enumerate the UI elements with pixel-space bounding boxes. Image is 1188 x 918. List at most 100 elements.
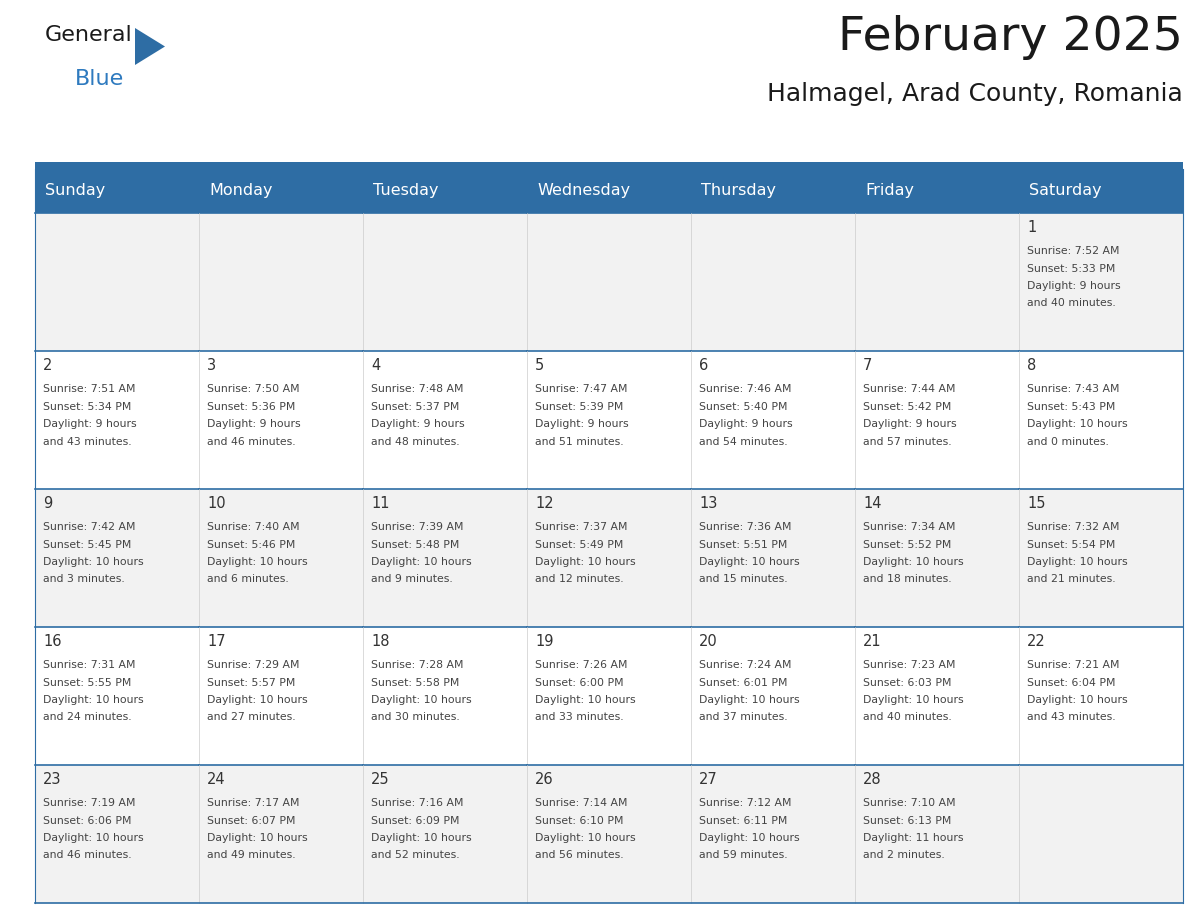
Text: Sunrise: 7:42 AM: Sunrise: 7:42 AM bbox=[43, 522, 135, 532]
Bar bbox=[200, 489, 364, 627]
Text: Sunset: 6:11 PM: Sunset: 6:11 PM bbox=[699, 815, 788, 825]
Bar bbox=[691, 351, 855, 489]
Text: Daylight: 11 hours: Daylight: 11 hours bbox=[862, 833, 963, 843]
Bar bbox=[364, 351, 527, 489]
Bar bbox=[34, 213, 200, 351]
Text: and 52 minutes.: and 52 minutes. bbox=[371, 850, 460, 860]
Text: 18: 18 bbox=[371, 634, 390, 649]
Text: Sunrise: 7:12 AM: Sunrise: 7:12 AM bbox=[699, 798, 791, 808]
Text: Sunset: 5:43 PM: Sunset: 5:43 PM bbox=[1026, 401, 1116, 411]
Text: Sunset: 5:42 PM: Sunset: 5:42 PM bbox=[862, 401, 952, 411]
Text: Thursday: Thursday bbox=[701, 184, 776, 198]
Text: Daylight: 10 hours: Daylight: 10 hours bbox=[43, 833, 144, 843]
Text: 10: 10 bbox=[207, 496, 226, 511]
Text: Sunrise: 7:37 AM: Sunrise: 7:37 AM bbox=[535, 522, 627, 532]
Text: 7: 7 bbox=[862, 358, 872, 373]
Bar bbox=[855, 213, 1019, 351]
Text: 9: 9 bbox=[43, 496, 52, 511]
Text: Sunset: 5:34 PM: Sunset: 5:34 PM bbox=[43, 401, 132, 411]
Text: 28: 28 bbox=[862, 772, 881, 787]
Text: 16: 16 bbox=[43, 634, 62, 649]
Text: Tuesday: Tuesday bbox=[373, 184, 438, 198]
Text: Sunrise: 7:39 AM: Sunrise: 7:39 AM bbox=[371, 522, 463, 532]
Bar bbox=[364, 213, 527, 351]
Text: 3: 3 bbox=[207, 358, 216, 373]
Bar bbox=[527, 765, 691, 903]
Text: 26: 26 bbox=[535, 772, 554, 787]
Text: Sunset: 6:03 PM: Sunset: 6:03 PM bbox=[862, 677, 952, 688]
Text: 23: 23 bbox=[43, 772, 62, 787]
Text: Daylight: 10 hours: Daylight: 10 hours bbox=[535, 557, 636, 567]
Text: Sunrise: 7:10 AM: Sunrise: 7:10 AM bbox=[862, 798, 955, 808]
Text: Sunrise: 7:34 AM: Sunrise: 7:34 AM bbox=[862, 522, 955, 532]
Text: Daylight: 9 hours: Daylight: 9 hours bbox=[207, 419, 301, 429]
Text: Daylight: 10 hours: Daylight: 10 hours bbox=[207, 557, 308, 567]
Text: Sunrise: 7:26 AM: Sunrise: 7:26 AM bbox=[535, 660, 627, 670]
Text: Sunset: 6:09 PM: Sunset: 6:09 PM bbox=[371, 815, 460, 825]
Bar bbox=[527, 627, 691, 765]
Text: Daylight: 10 hours: Daylight: 10 hours bbox=[207, 695, 308, 705]
Bar bbox=[527, 489, 691, 627]
Text: Sunrise: 7:19 AM: Sunrise: 7:19 AM bbox=[43, 798, 135, 808]
Text: Monday: Monday bbox=[209, 184, 272, 198]
Bar bbox=[527, 213, 691, 351]
Text: Daylight: 10 hours: Daylight: 10 hours bbox=[371, 695, 472, 705]
Bar bbox=[34, 489, 200, 627]
Bar bbox=[34, 765, 200, 903]
Text: Sunrise: 7:24 AM: Sunrise: 7:24 AM bbox=[699, 660, 791, 670]
Text: Sunset: 5:52 PM: Sunset: 5:52 PM bbox=[862, 540, 952, 550]
Text: Daylight: 10 hours: Daylight: 10 hours bbox=[862, 695, 963, 705]
Text: and 33 minutes.: and 33 minutes. bbox=[535, 712, 624, 722]
Text: Daylight: 10 hours: Daylight: 10 hours bbox=[699, 557, 800, 567]
Text: and 0 minutes.: and 0 minutes. bbox=[1026, 436, 1108, 446]
Text: Daylight: 10 hours: Daylight: 10 hours bbox=[371, 833, 472, 843]
Text: Daylight: 9 hours: Daylight: 9 hours bbox=[1026, 281, 1120, 291]
Text: and 43 minutes.: and 43 minutes. bbox=[1026, 712, 1116, 722]
Text: Sunset: 5:54 PM: Sunset: 5:54 PM bbox=[1026, 540, 1116, 550]
Text: and 2 minutes.: and 2 minutes. bbox=[862, 850, 944, 860]
Text: Sunrise: 7:32 AM: Sunrise: 7:32 AM bbox=[1026, 522, 1119, 532]
Text: and 59 minutes.: and 59 minutes. bbox=[699, 850, 788, 860]
Text: and 21 minutes.: and 21 minutes. bbox=[1026, 575, 1116, 585]
Text: 20: 20 bbox=[699, 634, 718, 649]
Text: and 12 minutes.: and 12 minutes. bbox=[535, 575, 624, 585]
Text: Blue: Blue bbox=[75, 69, 125, 89]
Text: Sunrise: 7:50 AM: Sunrise: 7:50 AM bbox=[207, 384, 299, 394]
Text: and 49 minutes.: and 49 minutes. bbox=[207, 850, 296, 860]
Text: Sunset: 6:07 PM: Sunset: 6:07 PM bbox=[207, 815, 296, 825]
Bar bbox=[34, 351, 200, 489]
Text: Sunrise: 7:23 AM: Sunrise: 7:23 AM bbox=[862, 660, 955, 670]
Bar bbox=[1019, 627, 1183, 765]
Text: Sunrise: 7:48 AM: Sunrise: 7:48 AM bbox=[371, 384, 463, 394]
Text: Sunrise: 7:28 AM: Sunrise: 7:28 AM bbox=[371, 660, 463, 670]
Text: and 30 minutes.: and 30 minutes. bbox=[371, 712, 460, 722]
Text: and 54 minutes.: and 54 minutes. bbox=[699, 436, 788, 446]
Text: 17: 17 bbox=[207, 634, 226, 649]
Text: Sunset: 6:06 PM: Sunset: 6:06 PM bbox=[43, 815, 132, 825]
Text: Sunrise: 7:47 AM: Sunrise: 7:47 AM bbox=[535, 384, 627, 394]
Text: Sunset: 6:13 PM: Sunset: 6:13 PM bbox=[862, 815, 952, 825]
Bar bbox=[364, 765, 527, 903]
Bar bbox=[1019, 489, 1183, 627]
Bar bbox=[691, 489, 855, 627]
Bar bbox=[200, 213, 364, 351]
Text: Sunrise: 7:14 AM: Sunrise: 7:14 AM bbox=[535, 798, 627, 808]
Text: Daylight: 10 hours: Daylight: 10 hours bbox=[371, 557, 472, 567]
Text: and 3 minutes.: and 3 minutes. bbox=[43, 575, 125, 585]
Text: Sunset: 5:39 PM: Sunset: 5:39 PM bbox=[535, 401, 624, 411]
Text: Sunrise: 7:16 AM: Sunrise: 7:16 AM bbox=[371, 798, 463, 808]
Text: 12: 12 bbox=[535, 496, 554, 511]
Text: Wednesday: Wednesday bbox=[537, 184, 630, 198]
Text: Sunset: 5:49 PM: Sunset: 5:49 PM bbox=[535, 540, 624, 550]
Text: 13: 13 bbox=[699, 496, 718, 511]
Bar bbox=[1019, 213, 1183, 351]
Text: Daylight: 9 hours: Daylight: 9 hours bbox=[699, 419, 792, 429]
Text: Daylight: 10 hours: Daylight: 10 hours bbox=[862, 557, 963, 567]
Text: and 43 minutes.: and 43 minutes. bbox=[43, 436, 132, 446]
Text: and 37 minutes.: and 37 minutes. bbox=[699, 712, 788, 722]
Text: Daylight: 10 hours: Daylight: 10 hours bbox=[1026, 557, 1127, 567]
Text: and 51 minutes.: and 51 minutes. bbox=[535, 436, 624, 446]
Text: and 6 minutes.: and 6 minutes. bbox=[207, 575, 289, 585]
Text: Daylight: 10 hours: Daylight: 10 hours bbox=[699, 833, 800, 843]
Text: Sunset: 5:36 PM: Sunset: 5:36 PM bbox=[207, 401, 296, 411]
